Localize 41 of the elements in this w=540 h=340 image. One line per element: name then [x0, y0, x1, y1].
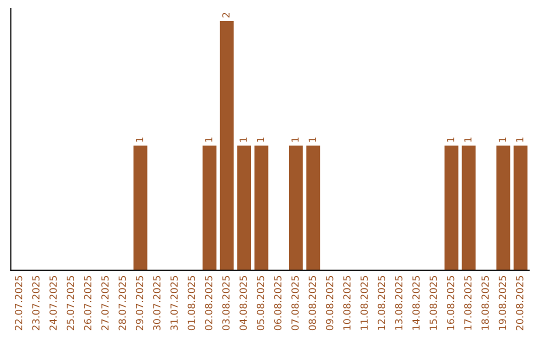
- x-tick-label: 13.08.2025: [395, 276, 402, 330]
- x-tick-label: 30.07.2025: [153, 276, 160, 330]
- data-label: 2: [222, 12, 230, 18]
- data-label: 1: [136, 138, 144, 142]
- x-tick-label: 23.07.2025: [32, 276, 40, 330]
- data-label: 1: [447, 138, 454, 142]
- x-tick-label: 12.08.2025: [378, 276, 386, 330]
- x-tick-label: 27.07.2025: [101, 276, 109, 330]
- x-tick-label: 16.08.2025: [446, 276, 454, 330]
- x-tick-label: 07.08.2025: [291, 276, 299, 330]
- x-tick-label: 24.07.2025: [49, 276, 57, 330]
- x-tick-label: 25.07.2025: [66, 276, 74, 330]
- x-tick-label: 19.08.2025: [498, 276, 506, 330]
- x-tick-label: 09.08.2025: [326, 276, 334, 330]
- x-tick-label: 06.08.2025: [274, 276, 282, 330]
- data-label: 1: [205, 138, 212, 142]
- data-label: 1: [498, 138, 506, 142]
- x-tick-label: 26.07.2025: [84, 276, 92, 330]
- x-tick-label: 04.08.2025: [240, 276, 247, 330]
- data-label: 1: [240, 138, 247, 142]
- x-tick-label: 11.08.2025: [360, 276, 368, 330]
- x-tick-label: 15.08.2025: [430, 276, 437, 330]
- x-tick-label: 29.07.2025: [136, 276, 144, 330]
- x-tick-label: 05.08.2025: [256, 276, 264, 330]
- x-tick-label: 08.08.2025: [308, 276, 316, 330]
- data-label: 1: [256, 138, 264, 142]
- data-label: 1: [292, 138, 299, 142]
- x-tick-label: 17.08.2025: [464, 276, 472, 330]
- x-tick-label: 03.08.2025: [222, 276, 230, 330]
- data-label: 1: [308, 138, 316, 142]
- x-tick-label: 18.08.2025: [481, 276, 489, 330]
- data-label: 1: [516, 138, 524, 142]
- x-tick-label: 31.07.2025: [170, 276, 178, 330]
- x-tick-label: 14.08.2025: [412, 276, 420, 330]
- x-tick-label: 20.08.2025: [516, 276, 524, 330]
- x-tick-label: 28.07.2025: [118, 276, 126, 330]
- data-label: 1: [464, 138, 472, 142]
- x-tick-label: 01.08.2025: [188, 276, 196, 330]
- x-tick-label: 22.07.2025: [14, 276, 22, 330]
- x-tick-label: 02.08.2025: [204, 276, 212, 330]
- x-tick-label: 10.08.2025: [343, 276, 351, 330]
